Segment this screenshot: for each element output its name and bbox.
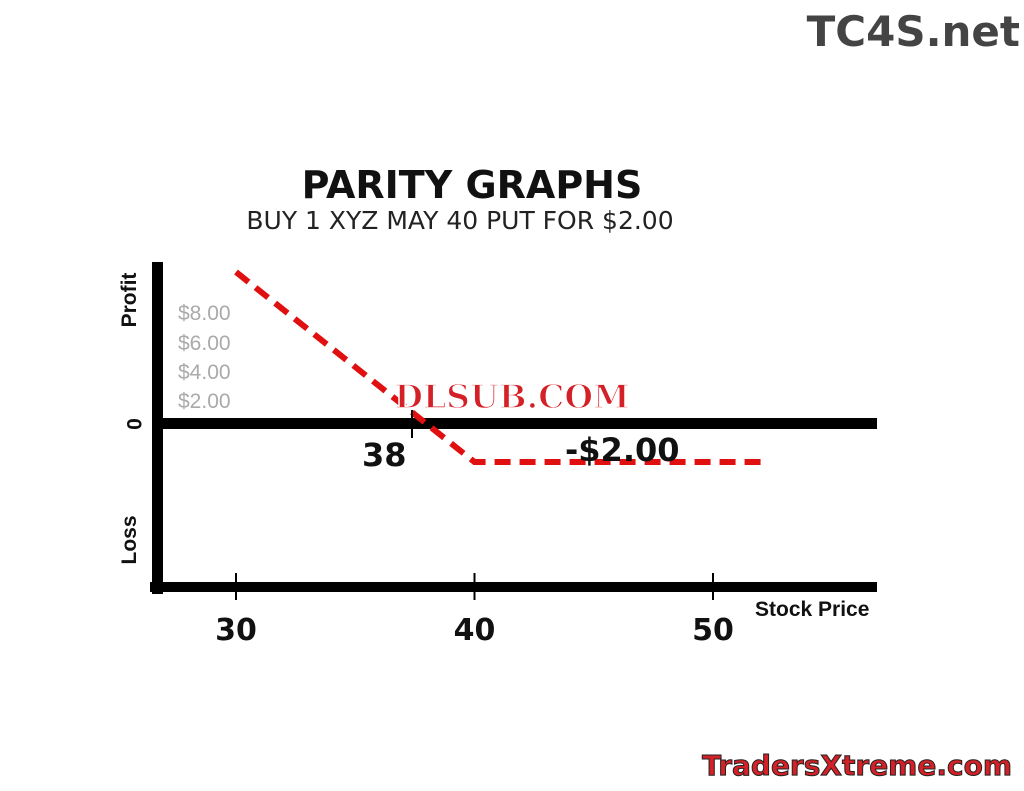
y-tick-label: $2.00 — [178, 390, 231, 413]
y-label-profit: Profit — [118, 273, 141, 328]
zero-line — [152, 418, 877, 429]
y-label-zero: 0 — [124, 418, 147, 430]
x-tick-label: 40 — [454, 613, 496, 648]
chart-subtitle: BUY 1 XYZ MAY 40 PUT FOR $2.00 — [246, 206, 673, 235]
annotation-breakeven: 38 — [362, 436, 407, 474]
x-axis-label: Stock Price — [755, 598, 869, 621]
payoff-line — [234, 269, 761, 465]
x-tick-label: 30 — [215, 613, 257, 648]
chart-title: PARITY GRAPHS — [302, 163, 643, 207]
watermark-tradersxtreme: TradersXtreme.com — [702, 749, 1012, 782]
y-tick-label: $8.00 — [178, 302, 231, 325]
x-tick-label: 50 — [692, 613, 734, 648]
watermark-dlsub: DLSUB.COM — [394, 377, 629, 416]
y-label-loss: Loss — [118, 515, 141, 564]
watermark-tc4s: TC4S.net — [807, 7, 1020, 56]
x-axis — [150, 582, 877, 592]
y-tick-label: $4.00 — [178, 361, 231, 384]
annotation-max-loss: -$2.00 — [565, 431, 680, 469]
y-tick-label: $6.00 — [178, 332, 231, 355]
